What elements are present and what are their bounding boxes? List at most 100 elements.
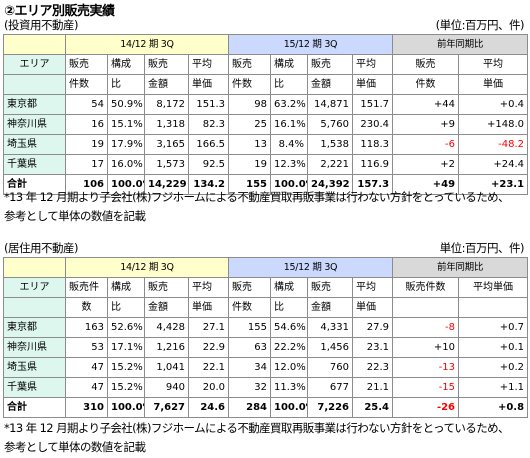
corner-cell	[3, 257, 66, 278]
col-header: 販売件数	[392, 277, 460, 298]
value-cell: +24.4	[458, 154, 529, 175]
value-cell: 1,216	[144, 337, 189, 358]
col-header: 販売	[392, 54, 460, 75]
value-cell: +2	[392, 154, 460, 175]
value-cell: 17	[65, 154, 108, 175]
col-header: 比	[107, 297, 145, 318]
value-cell: -15	[392, 377, 460, 398]
value-cell: 22.1	[187, 357, 230, 378]
col-header: 単価	[187, 74, 230, 95]
area-cell: 合計	[3, 397, 66, 418]
col-header: 構成	[107, 277, 145, 298]
col-header: 平均単価	[458, 277, 529, 298]
col-header: 平均	[187, 54, 230, 75]
value-cell: 8,172	[144, 94, 189, 115]
value-cell: 34	[228, 357, 272, 378]
value-cell: 22.3	[352, 357, 394, 378]
value-cell: 100.0%	[107, 397, 145, 418]
table-row: 東京都 163 52.6% 4,428 27.1 155 54.6% 4,331 27.9 -8 +…	[3, 317, 529, 338]
value-cell: 19	[65, 134, 108, 155]
value-cell: 63	[228, 337, 272, 358]
col-header: 件数	[228, 74, 272, 95]
value-cell: 1,573	[144, 154, 189, 175]
value-cell: +0.4	[458, 94, 529, 115]
period-header-previous: 15/12 期 3Q	[228, 34, 394, 55]
table-total-row: 合計310100.0%7,62724.6284100.0%7,22625.4-2…	[3, 397, 529, 418]
value-cell: 25	[228, 114, 272, 135]
period-header-current: 14/12 期 3Q	[64, 34, 230, 55]
area-cell: 埼玉県	[3, 134, 66, 155]
col-header: 販売	[144, 54, 189, 75]
value-cell: 310	[65, 397, 108, 418]
value-cell: -26	[392, 397, 460, 418]
col-header: 平均	[352, 277, 394, 298]
value-cell: 940	[144, 377, 189, 398]
value-cell: 47	[65, 377, 108, 398]
value-cell: 230.4	[352, 114, 394, 135]
value-cell: 11.3%	[270, 377, 309, 398]
value-cell: 25.4	[352, 397, 394, 418]
value-cell: 32	[228, 377, 272, 398]
table-total-row: 合計106100.0%14,229134.2155100.0%24,392157…	[3, 174, 529, 195]
col-header: 販売	[228, 54, 272, 75]
area-header: エリア	[3, 277, 66, 298]
value-cell: 151.7	[352, 94, 394, 115]
area-cell: 千葉県	[3, 377, 66, 398]
footnote-line2: 参考として単体の数値を記載	[4, 209, 146, 223]
value-cell: 677	[307, 377, 354, 398]
area-cell: 神奈川県	[3, 114, 66, 135]
value-cell: 1,538	[307, 134, 354, 155]
col-header: 比	[270, 297, 309, 318]
value-cell: +44	[392, 94, 460, 115]
value-cell: 20.0	[187, 377, 230, 398]
col-header: 単価	[352, 297, 394, 318]
value-cell: +0.1	[458, 337, 529, 358]
investment-sales-table: 14/12 期 3Q 15/12 期 3Q 前年同期比 エリア 販売 構成 販売…	[3, 34, 529, 195]
value-cell: 16.0%	[107, 154, 145, 175]
col-header: 構成	[270, 277, 309, 298]
col-header: 比	[107, 74, 145, 95]
col-header: 比	[270, 74, 309, 95]
value-cell: 760	[307, 357, 354, 378]
corner-cell	[3, 34, 66, 55]
value-cell: 284	[228, 397, 272, 418]
value-cell: 8.4%	[270, 134, 309, 155]
value-cell: +10	[392, 337, 460, 358]
col-header: 件数	[65, 74, 108, 95]
section-subtitle-residential: (居住用不動産)	[4, 241, 78, 255]
value-cell: 155	[228, 317, 272, 338]
footnote-line1: *13 年 12 月期より子会社(株)フジホームによる不動産買取再販事業は行わな…	[4, 190, 510, 204]
col-header: 金額	[144, 74, 189, 95]
value-cell: 82.3	[187, 114, 230, 135]
value-cell: 63.2%	[270, 94, 309, 115]
value-cell: 157.3	[352, 174, 394, 195]
value-cell: 19	[228, 154, 272, 175]
value-cell: -8	[392, 317, 460, 338]
col-header-blank	[458, 297, 529, 318]
yoy-header: 前年同期比	[392, 34, 529, 55]
value-cell: 166.5	[187, 134, 230, 155]
value-cell: 24,392	[307, 174, 354, 195]
value-cell: +1.1	[458, 377, 529, 398]
value-cell: +148.0	[458, 114, 529, 135]
value-cell: 17.1%	[107, 337, 145, 358]
value-cell: 15.2%	[107, 357, 145, 378]
table-row: 千葉県 47 15.2% 940 20.0 32 11.3% 677 21.1 -15 +1.1	[3, 377, 529, 398]
value-cell: 7,226	[307, 397, 354, 418]
value-cell: -13	[392, 357, 460, 378]
value-cell: 14,229	[144, 174, 189, 195]
value-cell: 1,041	[144, 357, 189, 378]
table-row: 神奈川県 16 15.1% 1,318 82.3 25 16.1% 5,760 230.4 +9 +…	[3, 114, 529, 135]
value-cell: 116.9	[352, 154, 394, 175]
value-cell: 13	[228, 134, 272, 155]
area-cell: 千葉県	[3, 154, 66, 175]
section-subtitle-investment: (投資用不動産)	[4, 18, 78, 32]
value-cell: 2,221	[307, 154, 354, 175]
value-cell: 4,331	[307, 317, 354, 338]
footnote-line2: 参考として単体の数値を記載	[4, 440, 146, 454]
col-header: 単価	[458, 74, 529, 95]
value-cell: 16.1%	[270, 114, 309, 135]
value-cell: 47	[65, 357, 108, 378]
value-cell: 12.0%	[270, 357, 309, 378]
value-cell: 27.1	[187, 317, 230, 338]
